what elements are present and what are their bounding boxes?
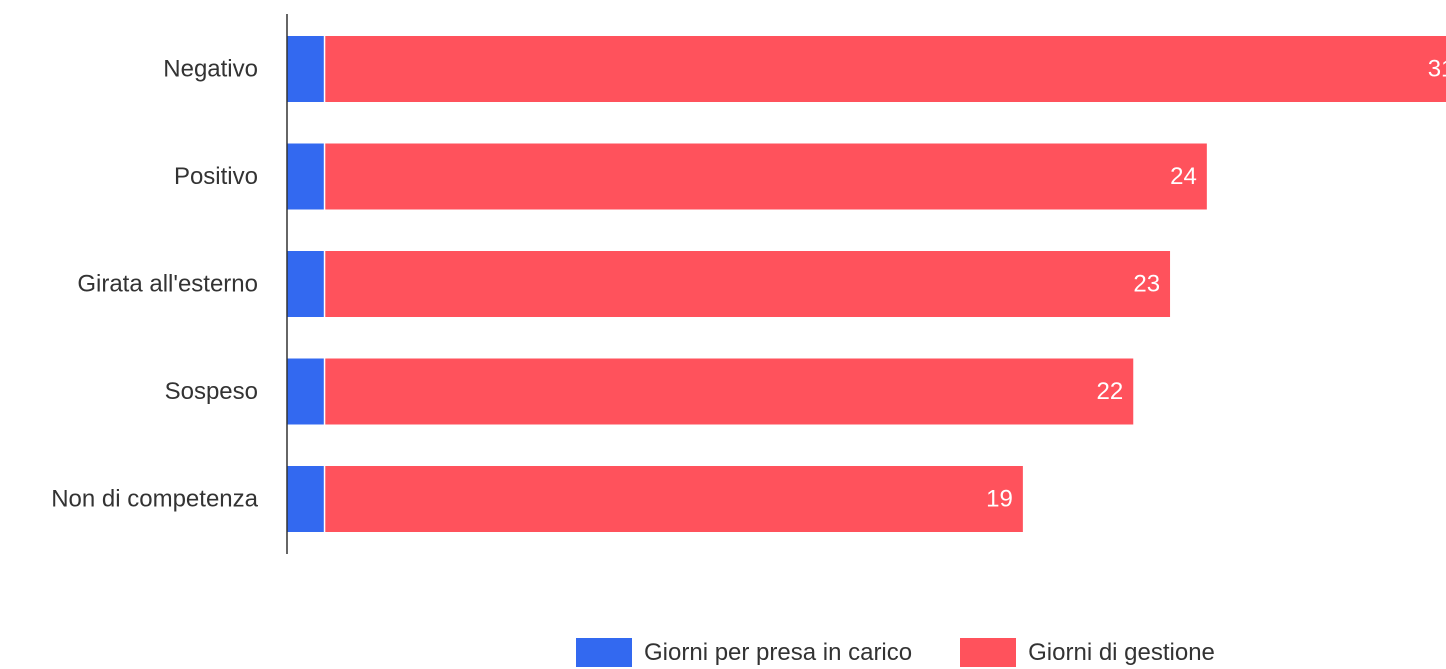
data-label-giorni-di-gestione-girata-all-esterno: 23 [1133, 271, 1160, 298]
bar-giorni-per-presa-in-carico-sospeso[interactable] [287, 358, 324, 425]
category-label-girata-all-esterno: Girata all'esterno [77, 271, 258, 298]
bar-giorni-di-gestione-positivo[interactable] [325, 143, 1207, 210]
legend-item-giorni-per-presa-in-carico[interactable]: Giorni per presa in carico [576, 638, 912, 667]
bar-giorni-di-gestione-sospeso[interactable] [325, 358, 1134, 425]
data-label-giorni-di-gestione-negativo: 31 [1428, 56, 1446, 83]
legend-swatch-giorni-di-gestione [960, 638, 1017, 667]
legend-swatch-giorni-per-presa-in-carico [576, 638, 632, 667]
bar-giorni-di-gestione-girata-all-esterno[interactable] [325, 251, 1171, 317]
bar-giorni-per-presa-in-carico-non-di-competenza[interactable] [287, 466, 324, 532]
bar-giorni-per-presa-in-carico-positivo[interactable] [287, 143, 324, 210]
data-label-giorni-di-gestione-sospeso: 22 [1097, 378, 1124, 405]
bar-giorni-per-presa-in-carico-girata-all-esterno[interactable] [287, 251, 324, 317]
bar-giorni-di-gestione-negativo[interactable] [325, 36, 1446, 102]
data-label-giorni-di-gestione-non-di-competenza: 19 [986, 486, 1013, 513]
category-label-sospeso: Sospeso [165, 378, 258, 405]
bar-giorni-di-gestione-non-di-competenza[interactable] [325, 466, 1023, 532]
legend-label-giorni-di-gestione: Giorni di gestione [1028, 638, 1215, 666]
category-label-non-di-competenza: Non di competenza [51, 486, 258, 513]
category-label-positivo: Positivo [174, 163, 258, 190]
legend: Giorni per presa in carico Giorni di gest… [576, 638, 1215, 667]
category-label-negativo: Negativo [163, 56, 258, 83]
data-label-giorni-di-gestione-positivo: 24 [1170, 163, 1197, 190]
legend-label-giorni-per-presa-in-carico: Giorni per presa in carico [644, 638, 913, 666]
legend-item-giorni-di-gestione[interactable]: Giorni di gestione [960, 638, 1215, 667]
bar-giorni-per-presa-in-carico-negativo[interactable] [287, 36, 324, 102]
